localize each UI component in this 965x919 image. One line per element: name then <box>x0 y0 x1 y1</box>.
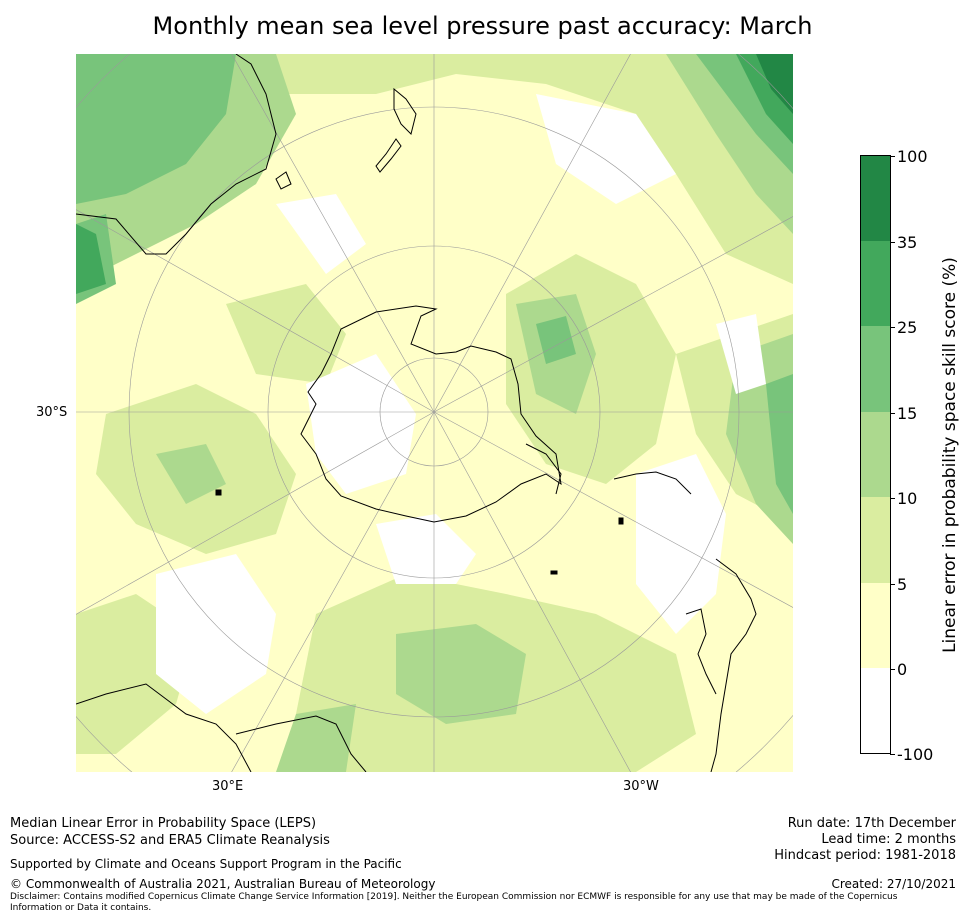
colorbar-tick: 5 <box>890 575 907 594</box>
longitude-label-west: 30°W <box>623 779 659 794</box>
colorbar <box>860 155 890 753</box>
footer-created: Created: 27/10/2021 <box>831 877 956 891</box>
footer-support: Supported by Climate and Oceans Support … <box>10 857 402 871</box>
footer-lead-time: Lead time: 2 months <box>821 832 956 847</box>
colorbar-tick: 0 <box>890 660 907 679</box>
colorbar-tick: -100 <box>890 745 933 764</box>
coastlines <box>76 54 757 772</box>
colorbar-tick: 10 <box>890 489 917 508</box>
colorbar-tick: 15 <box>890 404 917 423</box>
footer-copyright: © Commonwealth of Australia 2021, Austra… <box>10 877 436 891</box>
colorbar-border <box>860 155 891 754</box>
colorbar-tick: 100 <box>890 147 928 166</box>
polar-map <box>76 54 793 772</box>
colorbar-segment-10-15 <box>860 412 890 497</box>
colorbar-segment-15-25 <box>860 326 890 412</box>
footer-run-date: Run date: 17th December <box>787 816 956 831</box>
colorbar-segment-0-5 <box>860 583 890 668</box>
skill-35-100-regions <box>756 54 793 114</box>
colorbar-tick: 35 <box>890 233 917 252</box>
colorbar-label: Linear error in probability space skill … <box>940 257 960 653</box>
colorbar-segment-below-0 <box>860 668 890 753</box>
colorbar-segment-25-35 <box>860 241 890 326</box>
footer-method: Median Linear Error in Probability Space… <box>10 816 317 831</box>
colorbar-segment-35-100 <box>860 155 890 241</box>
longitude-label-east: 30°E <box>212 779 244 794</box>
map-svg <box>76 54 793 772</box>
colorbar-tick: 25 <box>890 318 917 337</box>
footer-disclaimer-1: Disclaimer: Contains modified Copernicus… <box>10 892 898 902</box>
footer-hindcast: Hindcast period: 1981-2018 <box>774 848 956 863</box>
footer-source: Source: ACCESS-S2 and ERA5 Climate Reana… <box>10 833 330 848</box>
latitude-label: 30°S <box>36 405 68 420</box>
graticule <box>76 54 793 772</box>
chart-title: Monthly mean sea level pressure past acc… <box>152 12 813 40</box>
skill-below-zero-regions <box>156 94 766 714</box>
colorbar-segment-5-10 <box>860 497 890 583</box>
footer-disclaimer-2: Information or Data it contains. <box>10 903 152 913</box>
